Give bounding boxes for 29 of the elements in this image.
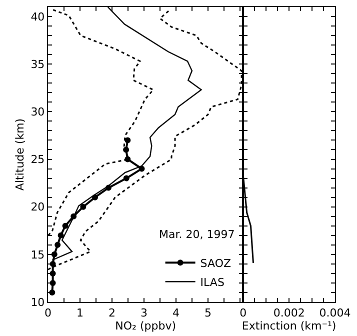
y-tick-label: 35 [30, 58, 45, 71]
x-tick-label: 4 [172, 306, 180, 320]
legend-label: SAOZ [200, 256, 232, 270]
y-tick-label: 30 [30, 106, 45, 119]
point [58, 232, 64, 238]
y-tick-label: 15 [30, 248, 45, 262]
point [51, 251, 58, 258]
annotation: Mar. 20, 1997 [159, 228, 235, 241]
y-tick-label: 25 [30, 153, 45, 166]
x-axis-title: NO₂ (ppbv) [115, 319, 176, 332]
legend-label: ILAS [200, 276, 224, 289]
point [62, 222, 68, 229]
point [54, 242, 61, 248]
y-axis-title: Altitude (km) [13, 118, 26, 191]
x-tick-label: 0 [240, 306, 247, 320]
y-tick-label: 20 [30, 200, 45, 214]
y-tick-label: 10 [30, 296, 45, 309]
x-tick-label: 2 [108, 306, 116, 320]
x-tick-label: 0.004 [319, 306, 351, 320]
point [124, 137, 131, 144]
point [80, 204, 86, 210]
y-tick-label: 40 [30, 10, 45, 24]
x-tick-label: 0.002 [273, 306, 305, 320]
x-axis-title: Extinction (km⁻¹) [242, 319, 336, 332]
x-tick-label: 1 [76, 306, 84, 320]
x-tick-label: 0 [44, 306, 52, 320]
x-tick-label: 5 [204, 306, 212, 320]
point [123, 175, 130, 182]
x-tick-label: 3 [140, 306, 148, 320]
